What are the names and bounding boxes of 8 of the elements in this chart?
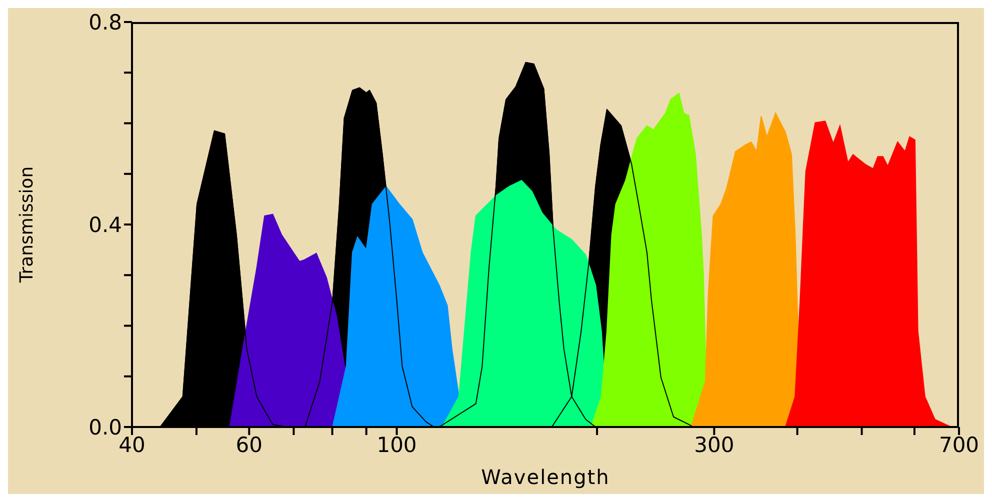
x-tick-label: 60 bbox=[236, 432, 263, 457]
x-tick-label: 700 bbox=[938, 432, 980, 457]
y-tick-label: 0.8 bbox=[88, 10, 122, 34]
x-axis-title: Wavelength bbox=[481, 465, 610, 490]
x-tick-label: 300 bbox=[694, 432, 734, 457]
x-tick-label: 100 bbox=[376, 432, 417, 457]
y-tick-label: 0.4 bbox=[88, 212, 122, 237]
y-axis-title: Transmission bbox=[16, 166, 38, 284]
